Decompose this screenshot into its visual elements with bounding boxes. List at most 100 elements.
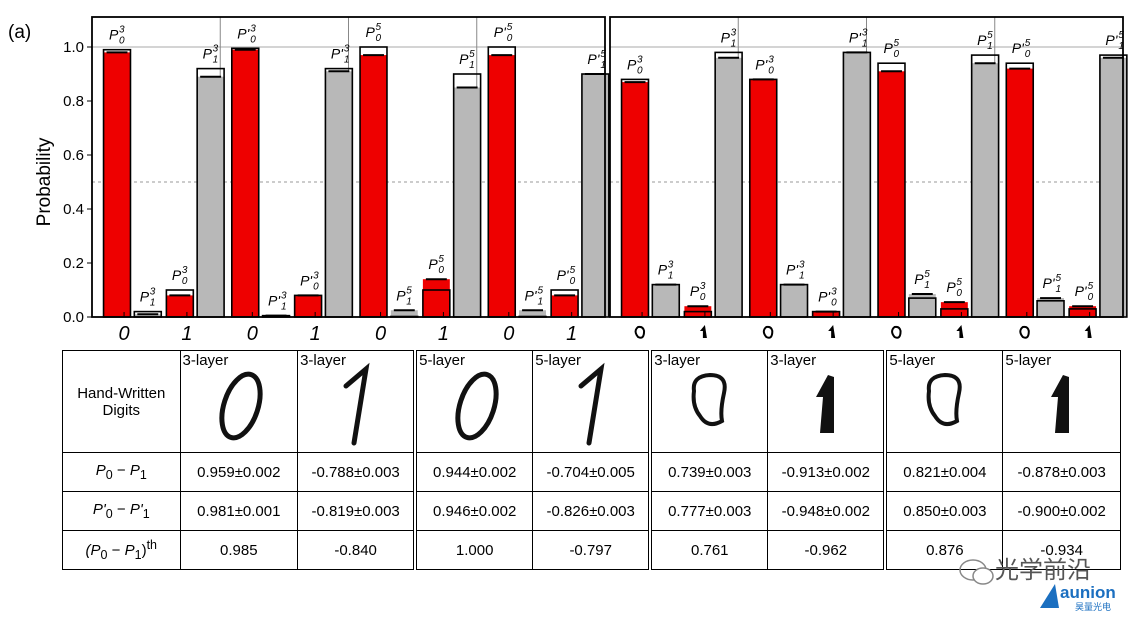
layer-caption: 5-layer [419,352,465,369]
bar-label: P' [268,293,281,309]
x-tick-blot-zero [891,325,902,339]
bar-label-sup: 3 [213,44,219,55]
bar-label-sub: 0 [637,65,643,76]
bar-label-sup: 5 [1056,273,1062,284]
probability-bar-chart: (a)(b)Probability0.00.20.40.60.81.0P300P… [8,16,1128,345]
bar-label: P' [818,289,831,305]
layer-caption: 3-layer [770,352,817,369]
bar-label-sub: 0 [700,292,706,303]
bar-label-sub: 0 [250,34,256,45]
bar-label-sub: 1 [538,296,544,307]
bar-label-sup: 5 [956,277,962,288]
x-tick-digit: 1 [566,323,577,345]
x-tick-digit: 1 [438,323,449,345]
y-tick-label: 1.0 [63,39,84,56]
bar-label-sub: 1 [281,302,287,313]
bar-label: P' [557,267,570,283]
digit-image-cell: 5-layer [413,350,534,453]
bar-label-sub: 0 [376,33,382,44]
table-cell: 0.946±0.002 [413,491,534,531]
table-cell: -0.788±0.003 [297,452,416,492]
bar-label-sub: 0 [313,281,319,292]
layer-caption: 5-layer [1005,352,1052,369]
bar-measured [134,314,162,317]
bar-label: P [884,40,894,56]
handwritten-digit-image [578,362,605,446]
bar-label-sup: 5 [570,265,576,276]
table-cell: -0.826±0.003 [532,491,651,531]
bar-measured [166,295,194,317]
bar-label: P' [237,25,250,41]
layer-caption: 3-layer [300,352,346,369]
table-cell: -0.962 [767,530,886,570]
bar-label: P' [494,24,507,40]
blot-digit-image [926,372,962,427]
bar-measured [843,52,871,318]
bar-label-sub: 1 [924,280,930,291]
bar-measured [551,295,579,317]
layer-caption: 3-layer [654,352,701,369]
bar-measured [519,310,547,317]
digit-image-row: Hand-Written Digits 3-layer 3-layer 5-laye… [62,350,1121,453]
y-tick-label: 0.2 [63,255,84,272]
bar-measured [390,310,418,317]
bar-label-sub: 0 [894,49,900,60]
bar-label-sub: 0 [507,33,513,44]
bar-measured [1069,306,1097,317]
digit-image-cell: 3-layer [648,350,769,453]
digit-image-cell: 3-layer [767,350,886,453]
x-tick-digit: 1 [310,323,321,345]
y-tick-label: 0.8 [63,93,84,110]
bar-label: P [172,267,182,283]
table-cell: 0.944±0.002 [413,452,534,492]
table-cell: -0.819±0.003 [297,491,416,531]
bar-label-sup: 5 [469,49,475,60]
bar-label-sub: 1 [469,60,475,71]
bar-label-sub: 1 [213,55,219,66]
handwritten-digit-image [218,371,263,441]
bar-label: P' [1075,283,1088,299]
bar-label-sup: 5 [1088,281,1094,292]
bar-label-sup: 3 [281,291,287,302]
table-row: (P0 − P1)th 0.985 -0.840 1.000 -0.797 0.761 -0… [62,530,1121,570]
bar-label-sup: 5 [538,285,544,296]
bar-measured [103,52,131,318]
blot-digit-image [691,372,727,427]
bar-label-sup: 5 [1025,38,1031,49]
bar-label: P' [300,272,313,288]
table-cell: -0.913±0.002 [767,452,886,492]
wechat-icon [959,559,994,585]
x-tick-digit: 1 [181,323,192,345]
bar-label-sub: 0 [831,298,837,309]
bar-measured [812,311,840,317]
row-header-hand-written: Hand-Written Digits [62,350,181,453]
bar-measured [908,294,936,317]
table-cell: -0.878±0.003 [1002,452,1121,492]
bar-label-sup: 5 [438,254,444,265]
watermark-text-cn: 光学前沿 [995,556,1091,584]
x-tick-digit: 0 [375,323,386,345]
bar-label: P [203,46,213,62]
digit-image-cell: 3-layer [297,350,416,453]
table-cell: 0.739±0.003 [648,452,769,492]
table-row: P'0 − P'1 0.981±0.001 -0.819±0.003 0.946±0.… [62,491,1121,531]
bar-label-sup: 3 [831,287,837,298]
panel-a-label: (a) [8,22,31,43]
watermark-brand-cn: 昊量光电 [1075,601,1111,612]
x-tick-blot-zero [1019,325,1030,339]
aunion-logo-icon [1040,584,1059,608]
bar-label: P [690,283,700,299]
bar-measured [715,57,743,318]
bar-label-sub: 1 [150,298,156,309]
bar-measured [971,63,999,318]
bar-measured [1006,68,1034,317]
bar-label-sup: 5 [507,22,513,33]
bar-label-sup: 3 [700,281,706,292]
bar-label: P' [849,29,862,45]
x-tick-blot-one [1084,325,1092,338]
row-label: P0 − P1 [62,452,181,492]
bar-label: P [459,51,469,67]
bar-measured [422,279,450,317]
bar-label-sup: 5 [894,38,900,49]
watermark-brand: aunion [1060,583,1116,602]
